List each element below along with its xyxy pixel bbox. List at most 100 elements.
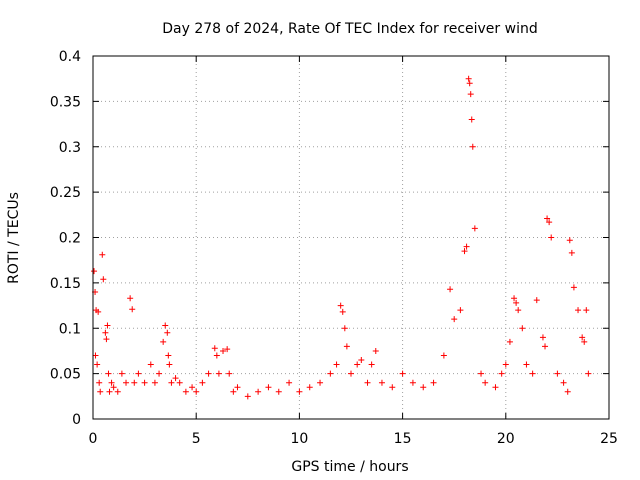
data-point: [430, 379, 437, 386]
y-tick-label: 0.4: [59, 49, 81, 65]
chart-title: Day 278 of 2024, Rate Of TEC Index for r…: [162, 21, 537, 37]
data-point: [129, 306, 136, 313]
data-point: [97, 388, 104, 395]
data-point: [581, 338, 588, 345]
data-point: [348, 370, 354, 377]
y-tick-label: 0.2: [59, 231, 81, 247]
data-point: [135, 370, 142, 377]
y-tick-label: 0.05: [50, 367, 81, 383]
data-point: [542, 343, 549, 350]
tick-labels: 0 5 10 15 20 25 0 0.05 0.1 0.15 0.2 0.25 0.3 0.35 0.4: [50, 49, 618, 447]
data-point: [539, 334, 546, 341]
data-point: [118, 370, 125, 377]
data-point: [333, 361, 340, 368]
data-point: [498, 370, 505, 377]
data-point: [368, 361, 375, 368]
data-point: [164, 329, 171, 336]
data-point: [94, 361, 101, 368]
data-point: [529, 370, 536, 377]
data-point: [389, 384, 396, 391]
data-point: [465, 75, 472, 82]
data-point: [176, 379, 183, 386]
data-point: [506, 338, 513, 345]
data-point: [579, 334, 586, 341]
data-point: [513, 299, 520, 306]
data-point: [471, 225, 478, 232]
data-point: [131, 379, 138, 386]
data-point: [141, 379, 148, 386]
data-point: [502, 361, 509, 368]
data-point: [523, 361, 530, 368]
data-point: [463, 243, 470, 250]
data-points: [91, 75, 592, 400]
data-point: [265, 384, 272, 391]
x-tick-label: 25: [600, 431, 618, 447]
data-point: [554, 370, 561, 377]
data-point: [548, 234, 555, 241]
y-tick-label: 0.1: [59, 321, 81, 337]
data-point: [151, 379, 158, 386]
data-point: [354, 361, 361, 368]
data-point: [182, 388, 189, 395]
data-point: [343, 343, 350, 350]
data-point: [492, 384, 499, 391]
y-tick-label: 0.35: [50, 94, 81, 110]
data-point: [255, 388, 262, 395]
data-point: [220, 347, 227, 354]
data-point: [440, 352, 447, 359]
data-point: [511, 295, 518, 302]
data-point: [147, 361, 154, 368]
data-point: [226, 370, 233, 377]
data-point: [123, 379, 130, 386]
data-point: [482, 379, 489, 386]
data-point: [168, 379, 175, 386]
data-point: [420, 384, 427, 391]
data-point: [162, 322, 169, 329]
data-point: [570, 284, 577, 291]
x-tick-label: 10: [290, 431, 308, 447]
data-point: [172, 375, 179, 382]
data-point: [378, 379, 385, 386]
data-point: [469, 143, 476, 150]
data-point: [296, 388, 303, 395]
x-tick-label: 0: [89, 431, 98, 447]
data-point: [544, 215, 551, 222]
y-tick-label: 0: [72, 412, 81, 428]
data-point: [104, 322, 111, 329]
data-point: [110, 384, 117, 391]
data-point: [585, 370, 592, 377]
data-point: [114, 388, 121, 395]
data-point: [364, 379, 371, 386]
y-tick-label: 0.15: [50, 276, 81, 292]
data-point: [189, 384, 196, 391]
data-point: [91, 268, 98, 275]
data-point: [372, 347, 379, 354]
data-point: [103, 336, 110, 343]
data-point: [317, 379, 324, 386]
data-point: [211, 345, 218, 352]
data-point: [99, 251, 106, 258]
data-point: [533, 297, 540, 304]
grid-lines: [93, 56, 609, 419]
data-point: [224, 346, 231, 353]
data-point: [468, 116, 475, 123]
data-point: [339, 308, 346, 315]
data-point: [213, 352, 220, 359]
data-point: [230, 388, 237, 395]
data-point: [205, 370, 212, 377]
data-point: [560, 379, 567, 386]
data-point: [244, 393, 251, 400]
data-point: [461, 248, 468, 255]
data-point: [95, 308, 102, 315]
data-point: [337, 302, 344, 309]
data-point: [566, 237, 573, 244]
data-point: [457, 307, 464, 314]
data-point: [165, 352, 172, 359]
x-tick-label: 20: [497, 431, 515, 447]
data-point: [234, 384, 241, 391]
data-point: [199, 379, 206, 386]
data-point: [478, 370, 485, 377]
x-tick-label: 15: [394, 431, 412, 447]
data-point: [447, 286, 454, 293]
